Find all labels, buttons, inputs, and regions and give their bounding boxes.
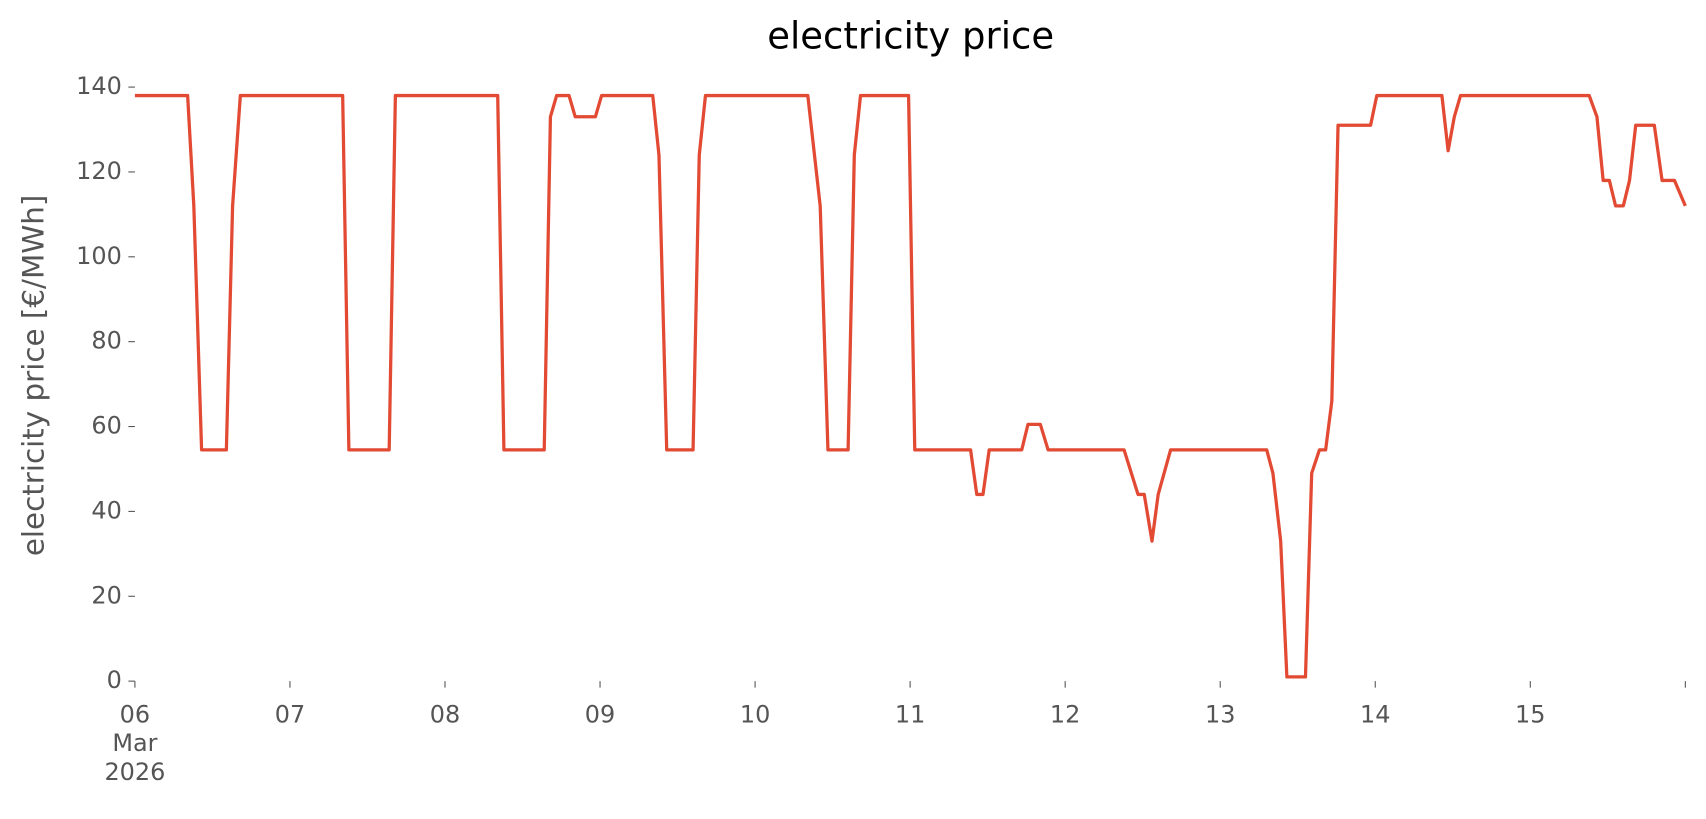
y-axis-label: electricity price [€/MWh] xyxy=(16,195,50,557)
x-tick-label: 14 xyxy=(1360,700,1390,728)
y-tick-label: 140 xyxy=(76,72,122,100)
y-tick-label: 20 xyxy=(91,581,121,609)
y-tick-label: 40 xyxy=(91,496,121,524)
x-tick-label: 08 xyxy=(430,700,460,728)
price-line xyxy=(134,93,1687,679)
x-tick-label: 06 Mar 2026 xyxy=(104,700,165,785)
y-tick-label: 100 xyxy=(76,242,122,270)
x-tick-label: 12 xyxy=(1050,700,1080,728)
y-tick-label: 80 xyxy=(91,327,121,355)
chart-title: electricity price xyxy=(767,15,1054,58)
y-tick-label: 60 xyxy=(91,412,121,440)
x-tick-label: 13 xyxy=(1205,700,1235,728)
y-tick-label: 0 xyxy=(107,666,122,694)
x-tick-label: 15 xyxy=(1515,700,1545,728)
x-tick-label: 07 xyxy=(275,700,305,728)
x-tick-label: 11 xyxy=(895,700,925,728)
x-tick-label: 09 xyxy=(585,700,615,728)
x-tick-label: 10 xyxy=(740,700,770,728)
y-tick-label: 120 xyxy=(76,157,122,185)
